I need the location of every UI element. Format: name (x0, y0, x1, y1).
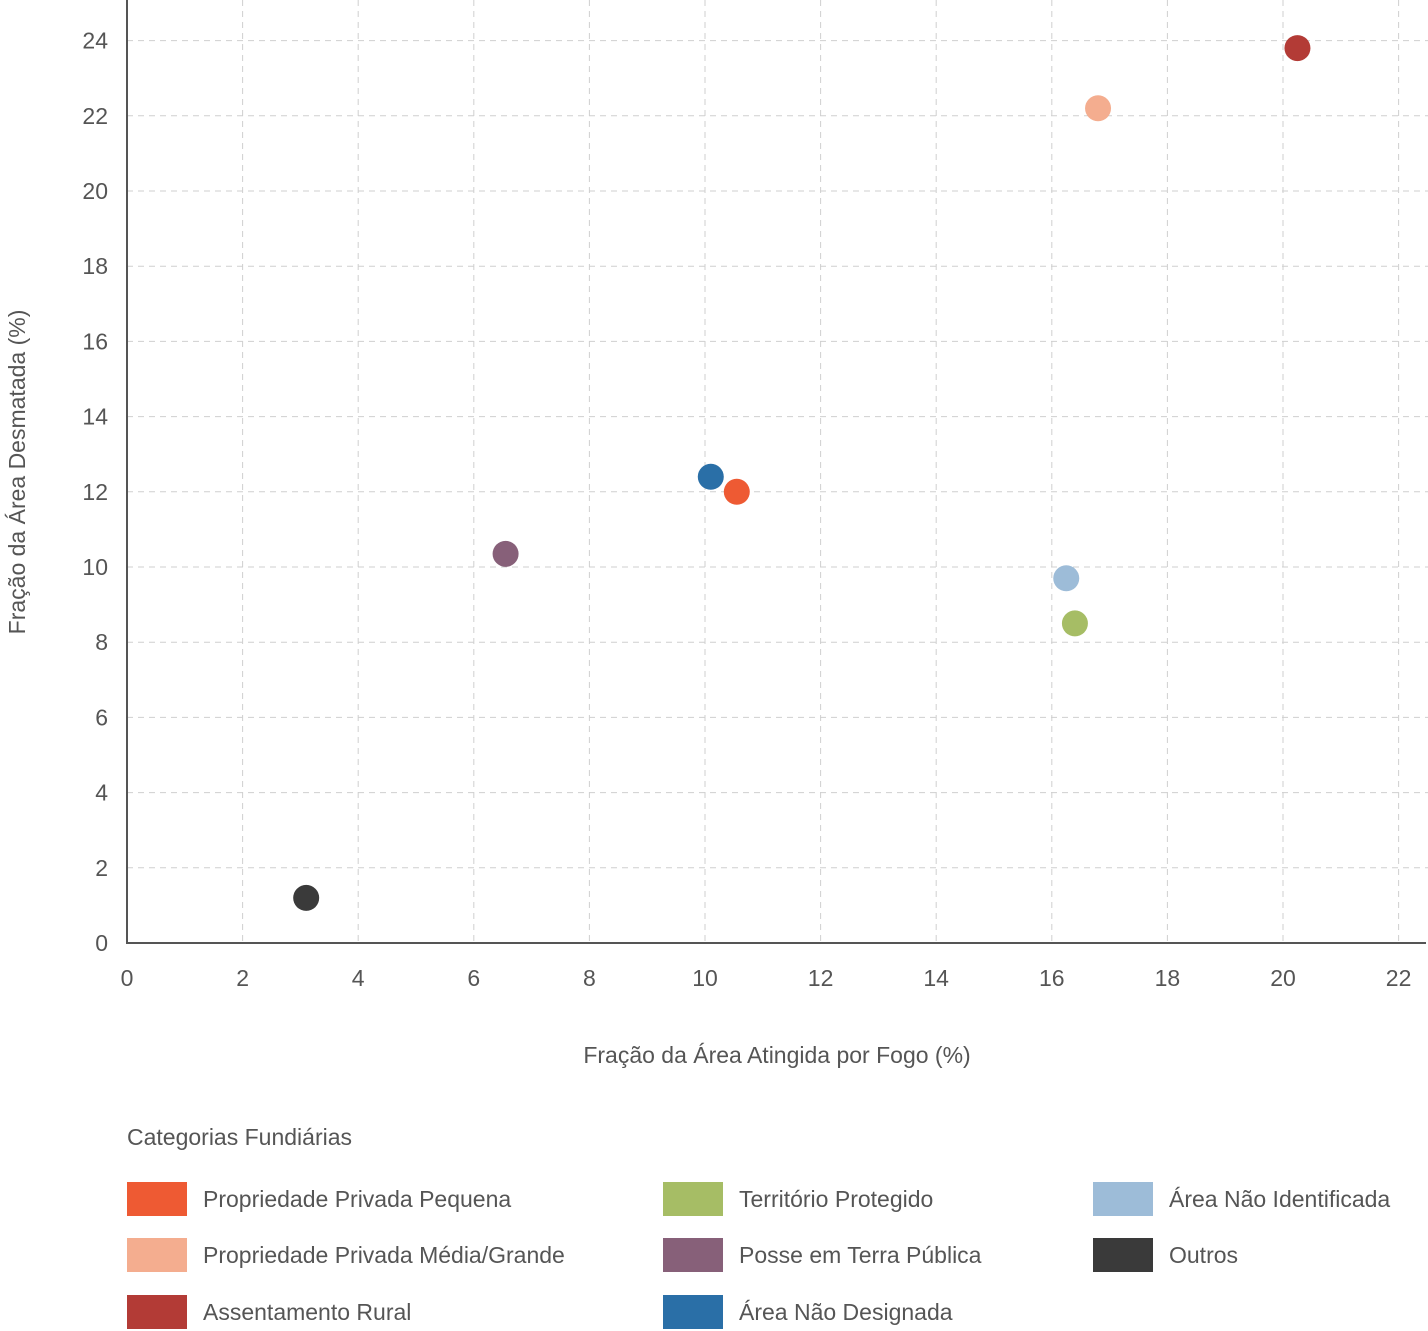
y-tick-label: 20 (82, 178, 108, 204)
x-tick-label: 2 (236, 965, 249, 991)
legend-label: Assentamento Rural (203, 1298, 412, 1325)
legend-item: Posse em Terra Pública (663, 1238, 981, 1272)
legend-item: Outros (1093, 1238, 1238, 1272)
x-tick-label: 20 (1270, 965, 1296, 991)
legend-swatch (663, 1182, 723, 1216)
legend-label: Propriedade Privada Pequena (203, 1185, 512, 1212)
legend-item: Propriedade Privada Pequena (127, 1182, 511, 1216)
data-point (293, 884, 320, 911)
y-tick-label: 22 (82, 103, 108, 129)
y-tick-label: 4 (95, 780, 108, 806)
data-point (697, 463, 724, 490)
legend-swatch (127, 1295, 187, 1329)
legend-swatch (127, 1238, 187, 1272)
legend-swatch (1093, 1182, 1153, 1216)
legend-swatch (663, 1295, 723, 1329)
x-tick-label: 10 (692, 965, 718, 991)
x-tick-label: 8 (583, 965, 596, 991)
data-point (723, 478, 750, 505)
legend-label: Propriedade Privada Média/Grande (203, 1241, 565, 1268)
x-axis-title: Fração da Área Atingida por Fogo (%) (583, 1042, 970, 1068)
x-tick-label: 18 (1155, 965, 1181, 991)
y-tick-label: 0 (95, 930, 108, 956)
data-points (293, 35, 1311, 911)
y-tick-label: 8 (95, 629, 108, 655)
scatter-chart: 0 2 4 6 8 10 12 14 16 18 20 22 02468101214161820222… (4, 0, 1428, 1068)
x-tick-label: 14 (923, 965, 949, 991)
legend-swatch (1093, 1238, 1153, 1272)
y-tick-label: 6 (95, 704, 108, 730)
legend-item: Território Protegido (663, 1182, 933, 1216)
x-tick-label: 22 (1386, 965, 1412, 991)
data-point (1053, 565, 1080, 592)
legend-swatch (663, 1238, 723, 1272)
legend-item: Propriedade Privada Média/Grande (127, 1238, 565, 1272)
legend-title: Categorias Fundiárias (127, 1124, 353, 1150)
legend-label: Território Protegido (739, 1185, 934, 1212)
x-tick-label: 12 (808, 965, 834, 991)
x-tick-label: 0 (121, 965, 134, 991)
legend-item: Assentamento Rural (127, 1295, 411, 1329)
grid-lines (127, 0, 1428, 943)
y-tick-label: 18 (82, 253, 108, 279)
y-axis-title: Fração da Área Desmatada (%) (4, 310, 30, 635)
data-point (1284, 35, 1311, 62)
data-point (1061, 610, 1088, 637)
y-tick-label: 12 (82, 479, 108, 505)
legend-label: Outros (1169, 1241, 1239, 1268)
x-tick-label: 4 (352, 965, 365, 991)
x-tick-label: 6 (467, 965, 480, 991)
x-tick-label: 16 (1039, 965, 1065, 991)
y-tick-label: 16 (82, 328, 108, 354)
legend-swatch (127, 1182, 187, 1216)
y-tick-label: 14 (82, 404, 108, 430)
data-point (1085, 95, 1112, 122)
legend-label: Área Não Designada (739, 1298, 953, 1325)
legend-label: Posse em Terra Pública (739, 1241, 982, 1268)
legend-item: Área Não Identificada (1093, 1182, 1390, 1216)
legend-label: Área Não Identificada (1169, 1185, 1391, 1212)
y-tick-label: 10 (82, 554, 108, 580)
x-tick-labels: 0 2 4 6 8 10 12 14 16 18 20 22 (121, 965, 1412, 991)
axes (126, 0, 1426, 944)
y-tick-label: 24 (82, 28, 108, 54)
data-point (492, 540, 519, 567)
legend-item: Área Não Designada (663, 1295, 953, 1329)
y-tick-label: 2 (95, 855, 108, 881)
